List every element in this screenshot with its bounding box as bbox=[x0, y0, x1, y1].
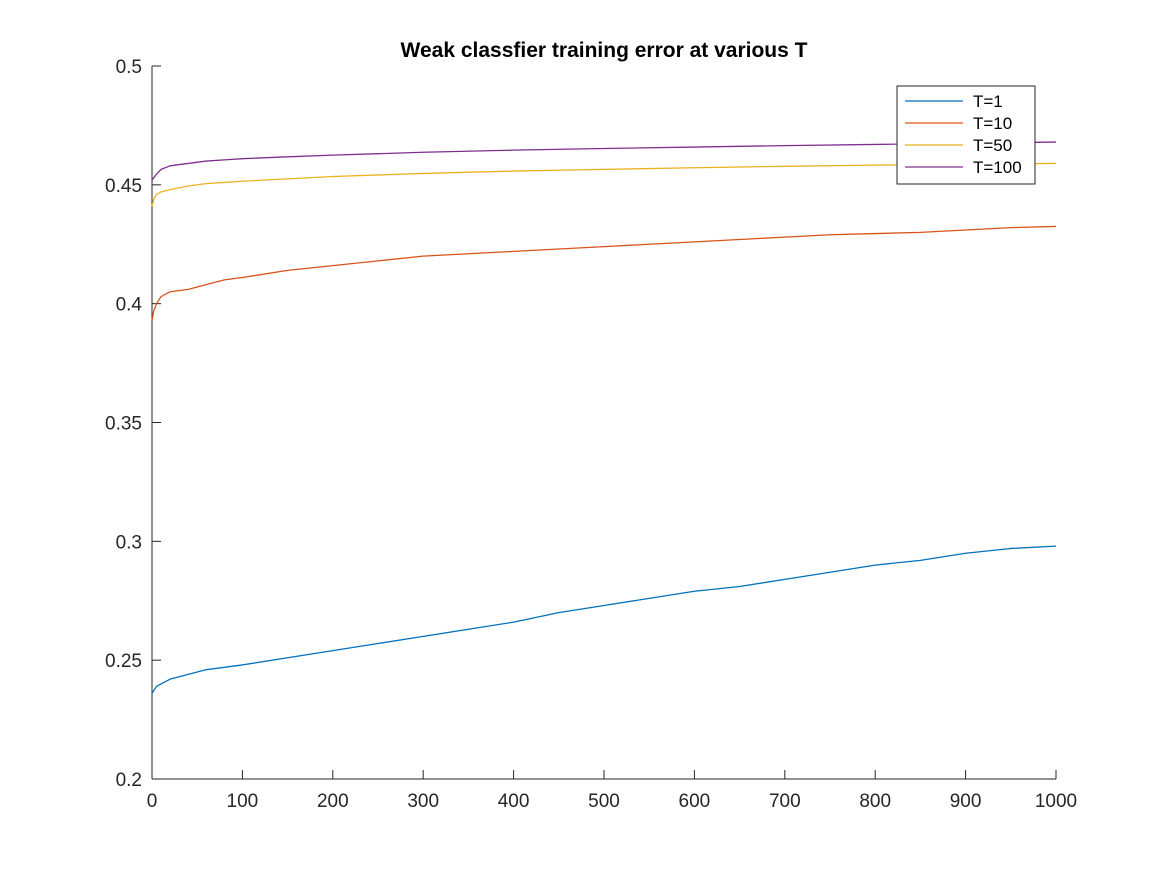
x-tick-label: 600 bbox=[679, 791, 711, 812]
axes: 0 100 200 300 400 500 600 700 800 900 1000 0.2 0.25 0… bbox=[105, 57, 1077, 812]
legend-entry: T=10 bbox=[973, 114, 1012, 133]
y-tick-label: 0.45 bbox=[105, 176, 142, 197]
y-tick-label: 0.35 bbox=[105, 414, 142, 435]
y-tick-label: 0.5 bbox=[116, 57, 142, 78]
x-tick-label: 800 bbox=[859, 791, 891, 812]
x-tick-label: 300 bbox=[407, 791, 439, 812]
y-tick-label: 0.25 bbox=[105, 651, 142, 672]
legend-entry: T=100 bbox=[973, 158, 1022, 177]
legend: T=1 T=10 T=50 T=100 bbox=[896, 85, 1036, 185]
series-group bbox=[151, 141, 1057, 694]
series-line-t-1 bbox=[151, 545, 1057, 694]
series-line-t-50 bbox=[151, 162, 1057, 207]
x-tick-label: 200 bbox=[317, 791, 349, 812]
y-tick-label: 0.3 bbox=[116, 532, 142, 553]
x-tick-label: 500 bbox=[588, 791, 620, 812]
x-tick-label: 400 bbox=[498, 791, 530, 812]
series-line-t-10 bbox=[151, 225, 1057, 321]
y-tick-label: 0.4 bbox=[116, 295, 143, 316]
x-tick-label: 700 bbox=[769, 791, 801, 812]
legend-entry: T=1 bbox=[973, 92, 1003, 111]
x-tick-label: 900 bbox=[950, 791, 982, 812]
legend-entry: T=50 bbox=[973, 136, 1012, 155]
series-line-t-100 bbox=[151, 141, 1057, 181]
y-tick-label: 0.2 bbox=[116, 770, 142, 791]
x-tick-label: 1000 bbox=[1035, 791, 1077, 812]
chart-title: Weak classfier training error at various… bbox=[401, 39, 808, 62]
x-tick-label: 0 bbox=[147, 791, 158, 812]
legend-box bbox=[896, 85, 1036, 185]
x-tick-label: 100 bbox=[227, 791, 259, 812]
